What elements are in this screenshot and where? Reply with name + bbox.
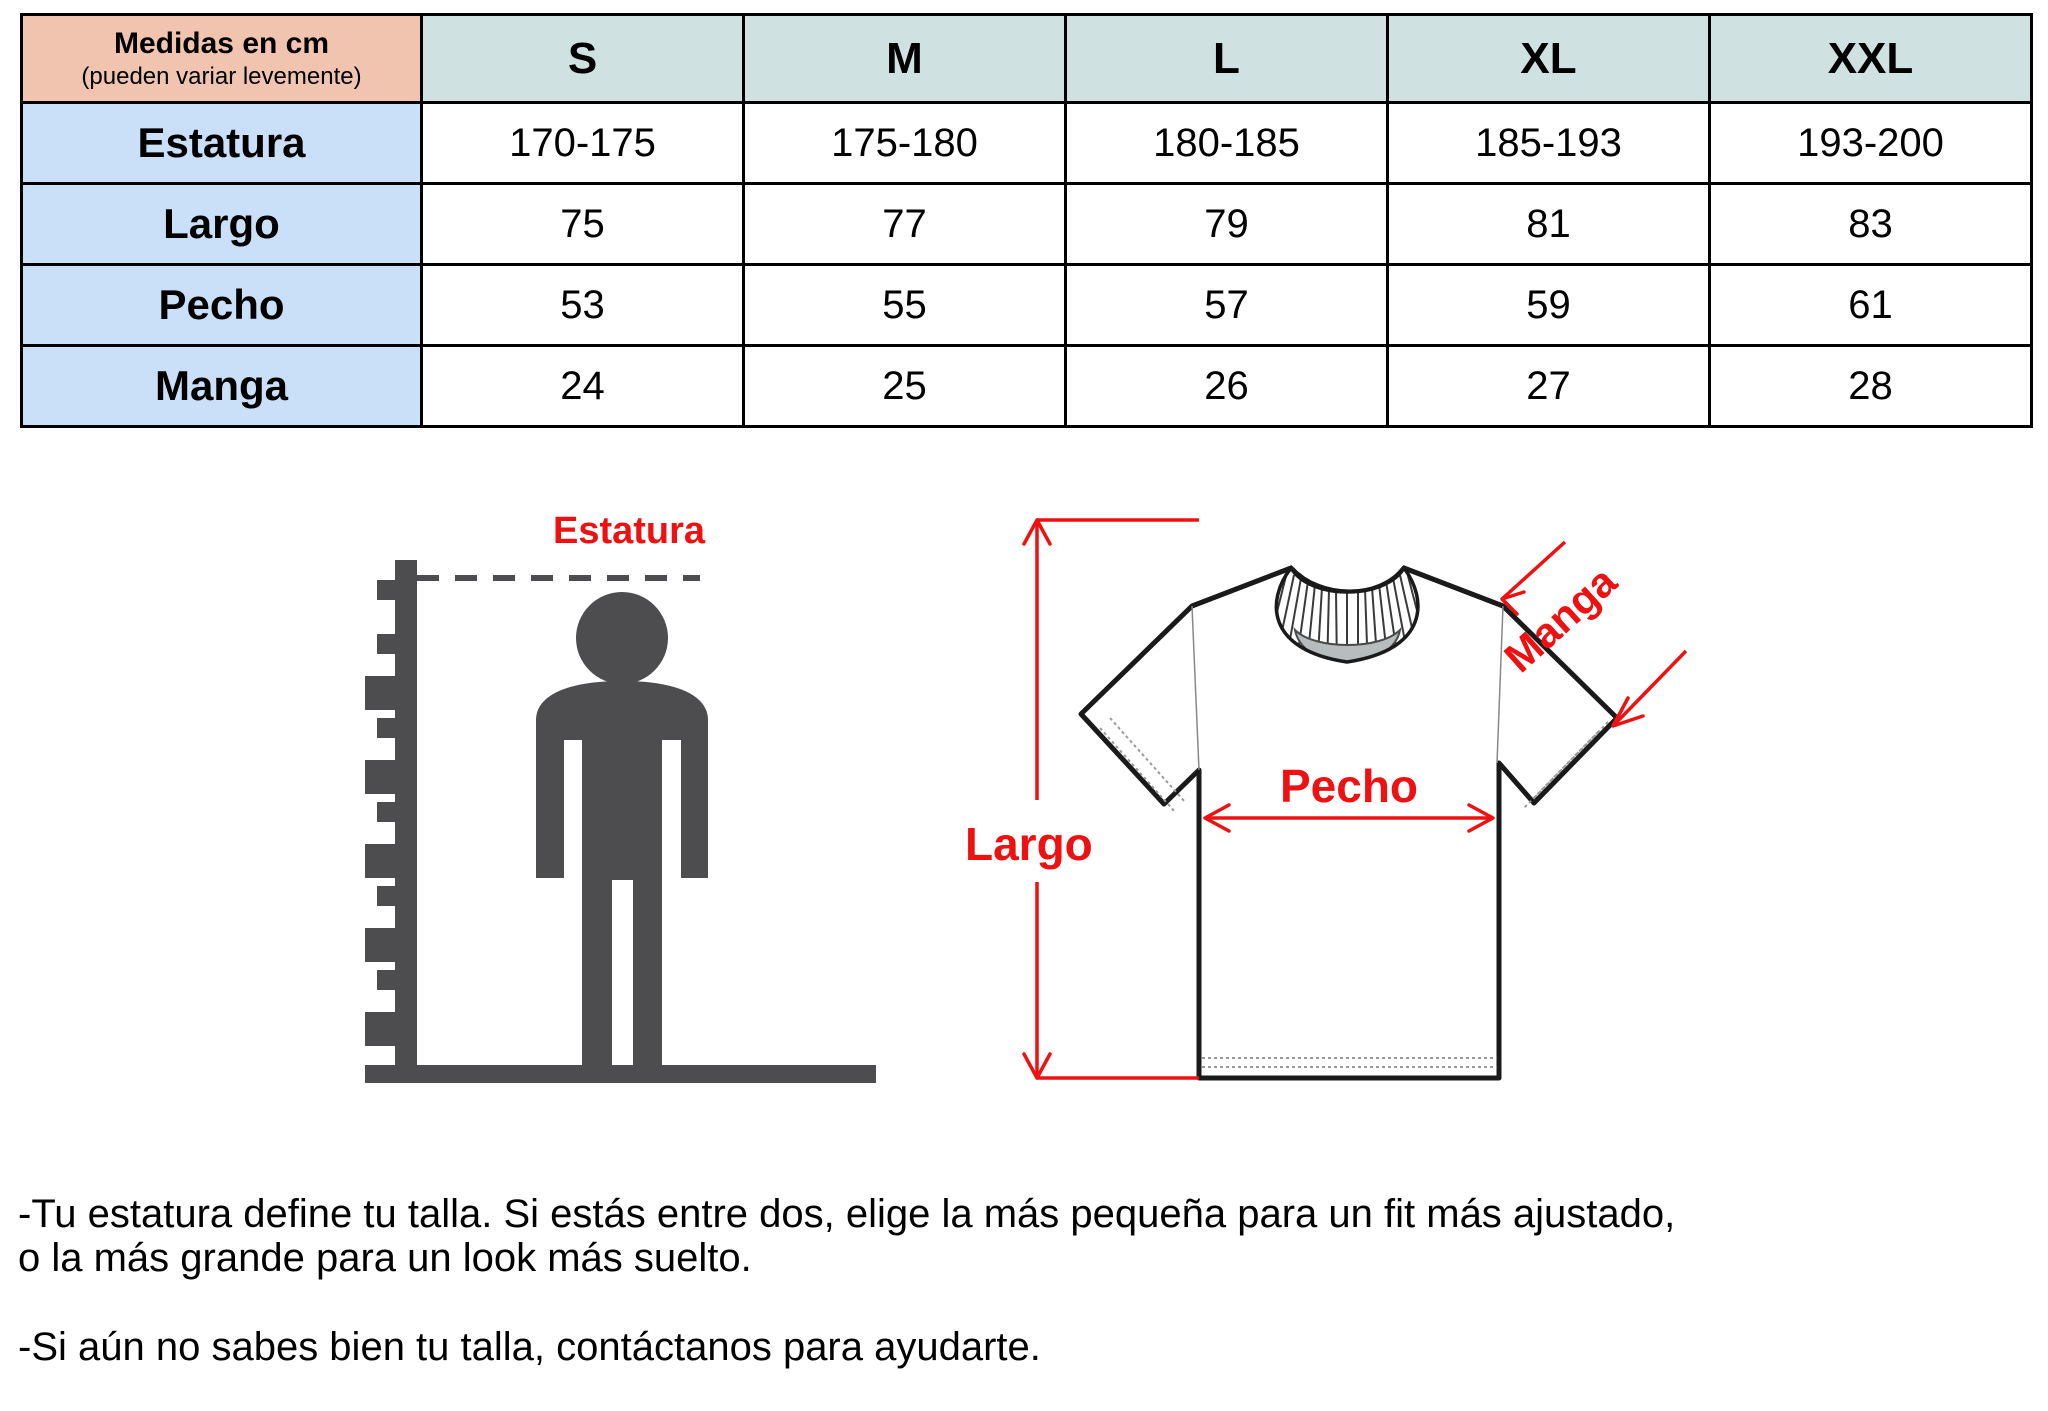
svg-text:Largo: Largo <box>965 818 1093 870</box>
svg-text:Pecho: Pecho <box>1280 760 1418 812</box>
